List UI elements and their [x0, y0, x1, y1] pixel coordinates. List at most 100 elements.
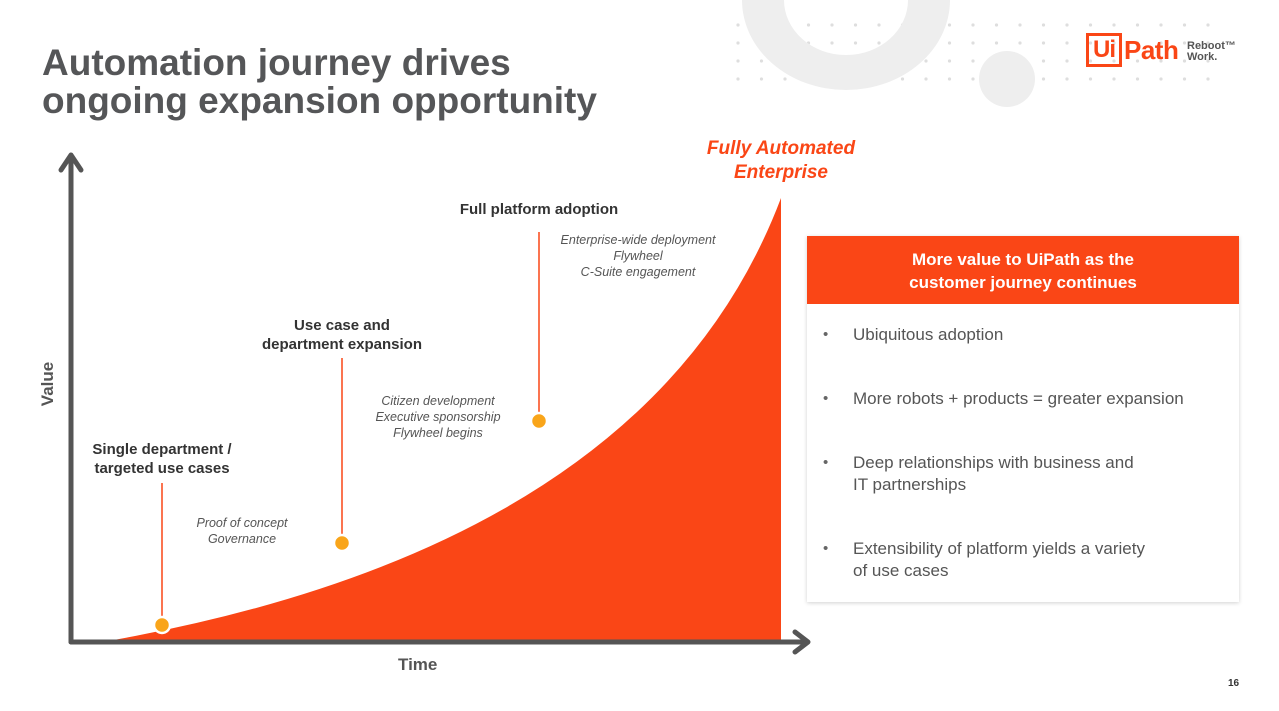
- list-item-line: IT partnerships: [853, 475, 967, 494]
- list-item-line: Deep relationships with business and: [853, 453, 1134, 472]
- decorative-dot: [1182, 77, 1187, 81]
- bullet-icon: •: [823, 326, 829, 343]
- list-item-text: Deep relationships with business and IT …: [853, 452, 1225, 496]
- decorative-dot: [971, 59, 975, 63]
- decorative-dot: [924, 59, 928, 63]
- title-line: Automation journey drives: [42, 42, 511, 83]
- slide-title: Automation journey drives ongoing expans…: [42, 44, 682, 120]
- decorative-dot: [830, 23, 834, 27]
- decorative-dot: [900, 77, 905, 81]
- decorative-dot: [1182, 41, 1187, 45]
- stage-3-notes: Enterprise-wide deployment Flywheel C-Su…: [561, 232, 716, 280]
- stage-3-title: Full platform adoption: [460, 200, 618, 219]
- decorative-dot: [1206, 59, 1210, 63]
- decorative-dot: [947, 41, 952, 45]
- decorative-dot: [759, 59, 764, 63]
- stage-markers: [152, 411, 549, 635]
- decorative-dot: [1206, 77, 1210, 81]
- list-item-line: More robots + products = greater expansi…: [853, 389, 1184, 408]
- page-number: 16: [1228, 678, 1240, 689]
- x-axis-label: Time: [398, 655, 438, 674]
- stage-note-line: Enterprise-wide deployment: [560, 233, 716, 247]
- value-panel: More value to UiPath as the customer jou…: [807, 236, 1239, 602]
- end-state-label-line: Fully Automated: [706, 138, 856, 159]
- decorative-dot: [971, 77, 975, 81]
- panel-header-line: customer journey continues: [909, 273, 1137, 292]
- decorative-dot: [1159, 77, 1163, 81]
- stage-note-line: Flywheel: [613, 249, 663, 263]
- bullet-icon: •: [823, 454, 829, 471]
- y-axis-arrow-icon: [58, 152, 84, 173]
- end-state-label-line: Enterprise: [734, 162, 828, 183]
- stage-2-notes: Citizen development Executive sponsorshi…: [375, 393, 500, 441]
- stage-title-line: department expansion: [261, 336, 423, 353]
- uipath-logo: Ui Path Reboot™ Work.: [1086, 33, 1236, 73]
- panel-header-line: More value to UiPath as the: [912, 250, 1134, 269]
- decorative-dot: [1112, 23, 1116, 27]
- growth-area: [108, 198, 781, 641]
- stage-note-line: Governance: [207, 532, 277, 546]
- decorative-dot: [1112, 77, 1116, 81]
- stage-title-line: Full platform adoption: [459, 201, 619, 218]
- decorative-dot: [1182, 23, 1187, 27]
- decorative-dot: [736, 41, 740, 45]
- y-axis-label: Value: [38, 361, 57, 407]
- stage-2-marker: [332, 533, 352, 553]
- decorative-dot: [1112, 59, 1116, 63]
- stage-note-line: Flywheel begins: [393, 426, 483, 440]
- decorative-dot: [1159, 59, 1163, 63]
- decorative-dot: [736, 77, 740, 81]
- bullet-icon: •: [823, 390, 829, 407]
- stage-connectors: [161, 232, 540, 619]
- decorative-dot: [971, 23, 975, 27]
- decorative-dot: [1065, 23, 1069, 27]
- logo-tagline-line: Reboot™: [1187, 40, 1236, 52]
- decorative-dot: [1159, 23, 1163, 27]
- stage-1-title: Single department / targeted use cases: [92, 440, 231, 478]
- decorative-dot: [1018, 23, 1022, 27]
- stage-3-marker: [529, 411, 549, 431]
- stage-title-line: targeted use cases: [94, 460, 230, 477]
- decorative-dot: [830, 41, 834, 45]
- decorative-dot: [1065, 77, 1069, 81]
- stage-note-line: C-Suite engagement: [580, 265, 696, 279]
- decorative-circle: [979, 51, 1035, 107]
- decorative-dot: [1159, 41, 1163, 45]
- stage-title-line: Single department /: [92, 441, 232, 458]
- y-axis: [58, 152, 84, 645]
- decorative-dot: [1112, 41, 1116, 45]
- decorative-dot: [1135, 41, 1140, 45]
- decorative-dot: [924, 77, 928, 81]
- decorative-dot: [1206, 41, 1210, 45]
- decorative-dot: [1135, 23, 1140, 27]
- decorative-dot: [759, 77, 764, 81]
- stage-note-line: Citizen development: [381, 394, 495, 408]
- end-state-label: Fully Automated Enterprise: [707, 137, 855, 185]
- stage-note-line: Executive sponsorship: [375, 410, 501, 424]
- x-axis-arrow-icon: [792, 629, 811, 655]
- panel-header: More value to UiPath as the customer jou…: [807, 236, 1239, 304]
- stage-title-line: Use case and: [294, 317, 390, 334]
- decorative-dot: [806, 23, 811, 27]
- bullet-icon: •: [823, 540, 829, 557]
- decorative-dot: [994, 41, 999, 45]
- decorative-dot: [1041, 59, 1046, 63]
- stage-1-notes: Proof of concept Governance: [196, 515, 287, 547]
- decorative-dot: [877, 23, 881, 27]
- decorative-dot: [1135, 59, 1140, 63]
- decorative-dot: [1065, 41, 1069, 45]
- list-item-text: Extensibility of platform yields a varie…: [853, 538, 1225, 582]
- decorative-dot: [947, 23, 952, 27]
- stage-note-line: Proof of concept: [196, 516, 288, 530]
- x-axis: [68, 629, 811, 655]
- decorative-dot: [1088, 23, 1093, 27]
- logo-name: Path: [1124, 35, 1179, 65]
- list-item-line: of use cases: [853, 561, 949, 580]
- decorative-dot: [1135, 77, 1140, 81]
- decorative-dot: [736, 23, 740, 27]
- decorative-ring: [742, 0, 950, 90]
- decorative-dot: [853, 23, 858, 27]
- stage-2-title: Use case and department expansion: [262, 316, 422, 354]
